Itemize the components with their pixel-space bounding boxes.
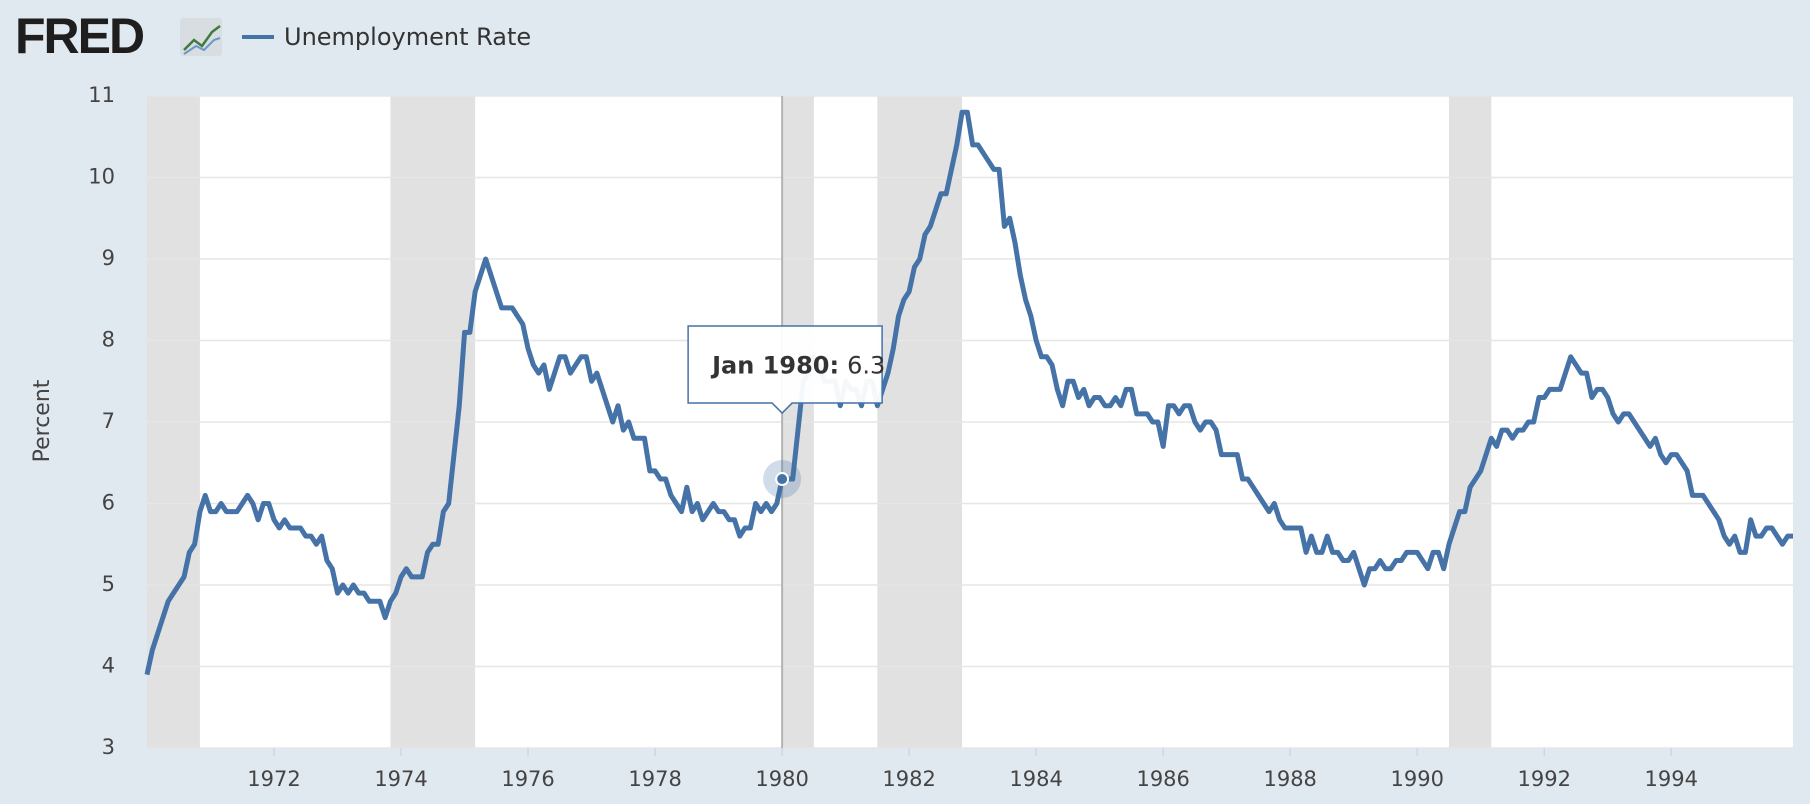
x-tick-label: 1974 xyxy=(374,767,427,791)
y-tick-label: 11 xyxy=(88,83,115,107)
x-tick-label: 1984 xyxy=(1009,767,1062,791)
y-axis-label: Percent xyxy=(30,379,55,462)
x-tick-label: 1976 xyxy=(501,767,554,791)
x-tick-label: 1978 xyxy=(628,767,681,791)
x-tick-label: 1988 xyxy=(1263,767,1316,791)
tooltip: Jan 1980: 6.3 xyxy=(687,325,885,415)
x-tick-label: 1986 xyxy=(1136,767,1189,791)
y-tick-label: 3 xyxy=(102,735,115,759)
y-tick-label: 7 xyxy=(102,409,115,433)
logo-icon-box xyxy=(180,18,222,56)
tooltip-value: 6.3 xyxy=(847,352,885,380)
tooltip-date: Jan 1980 xyxy=(710,352,829,380)
x-tick-label: 1980 xyxy=(755,767,808,791)
logo: FRED xyxy=(15,8,144,64)
logo-icon xyxy=(180,18,222,56)
x-tick-label: 1972 xyxy=(247,767,300,791)
y-tick-label: 9 xyxy=(102,246,115,270)
logo-icon-line xyxy=(183,25,221,51)
hover-point xyxy=(775,472,790,487)
tooltip-box xyxy=(687,325,883,415)
legend-label: Unemployment Rate xyxy=(284,23,531,51)
data-line xyxy=(144,109,1793,676)
y-tick-label: 6 xyxy=(102,491,115,515)
tooltip-text: Jan 1980: 6.3 xyxy=(710,352,885,380)
x-tick-label: 1990 xyxy=(1390,767,1443,791)
tooltip-separator: : xyxy=(829,352,839,380)
y-tick-label: 8 xyxy=(102,328,115,352)
y-tick-label: 5 xyxy=(102,572,115,596)
x-tick-label: 1994 xyxy=(1645,767,1698,791)
x-tick-label: 1992 xyxy=(1518,767,1571,791)
y-tick-label: 10 xyxy=(88,165,115,189)
y-tick-label: 4 xyxy=(102,654,115,678)
x-tick-label: 1982 xyxy=(882,767,935,791)
logo-icon-line xyxy=(183,37,221,55)
